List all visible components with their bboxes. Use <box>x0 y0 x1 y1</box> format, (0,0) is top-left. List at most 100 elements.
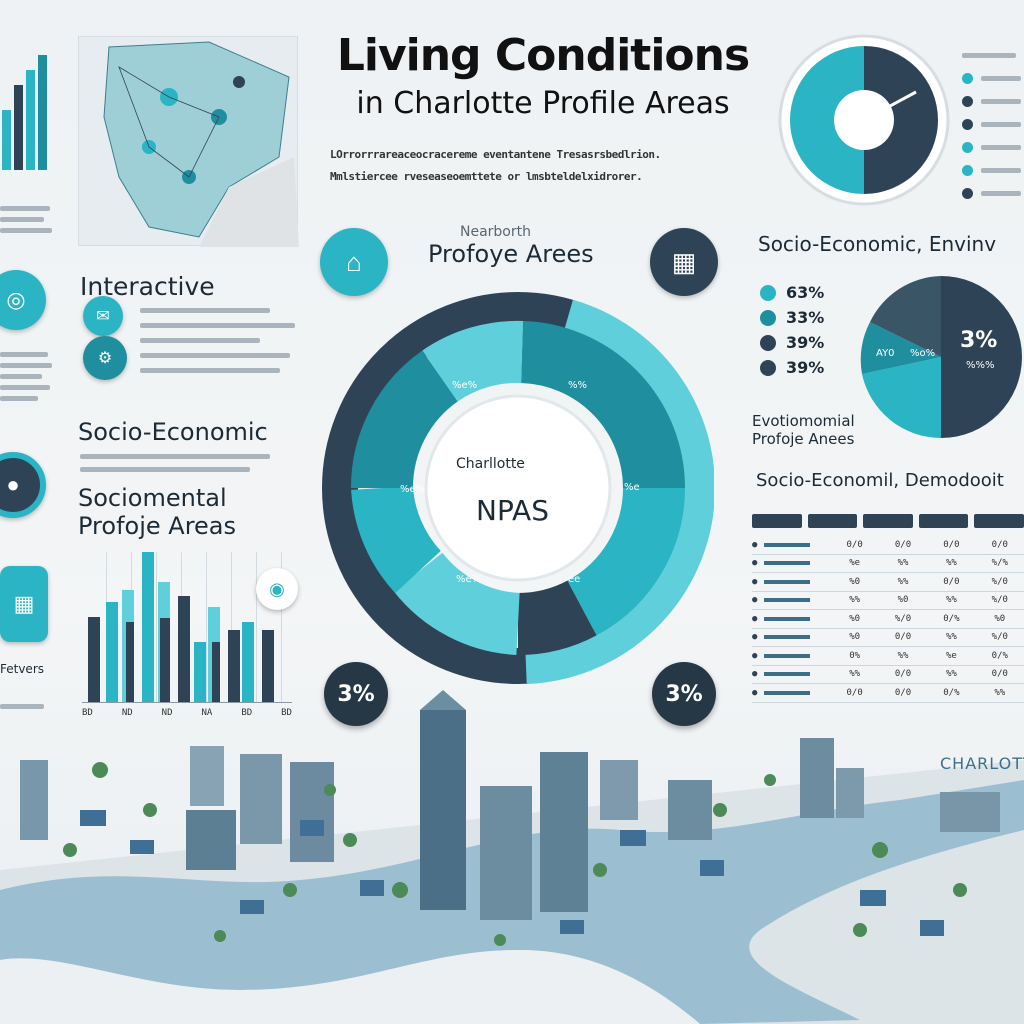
row-bullet-icon: ● <box>752 650 758 661</box>
table-cell: 0/0 <box>943 539 960 550</box>
row-bullet-icon: ● <box>752 576 758 587</box>
sociomental-heading-line1: Sociomental <box>78 484 227 512</box>
ring-segment-label: %e% <box>400 484 426 495</box>
ring-segment-label: ee <box>568 574 581 585</box>
chart-bars <box>82 552 292 702</box>
left-bar-chart: BD ND ND NA BD BD <box>82 552 292 726</box>
map-panel[interactable] <box>78 36 299 247</box>
legend-value: 63% <box>786 283 825 302</box>
left-target-icon[interactable]: ● <box>0 452 46 518</box>
table-cell: %0 <box>897 595 909 606</box>
top-right-legend <box>962 44 1024 205</box>
top-right-donut <box>778 34 950 206</box>
table-cell: 0/% <box>991 650 1008 661</box>
x-tick-label: NA <box>201 708 213 718</box>
x-tick-label: ND <box>161 708 173 718</box>
building-icon[interactable]: ▦ <box>650 228 718 296</box>
table-cell: 0/0 <box>894 687 912 698</box>
table-cell: %% <box>994 687 1006 698</box>
interactive-text-lines <box>140 308 300 373</box>
ring-segment-label: %e% <box>456 574 482 585</box>
x-tick-label: BD <box>82 708 93 718</box>
chart-bar <box>88 617 100 702</box>
left-side-label: Fetvers <box>0 662 45 676</box>
table-cell: 0/0 <box>894 669 912 680</box>
percent-badge-right: 3% <box>652 662 716 726</box>
table-cell: %e <box>849 558 861 569</box>
table-row: ● 0/0 0/0 0/%%% <box>752 684 1024 703</box>
city-label: CHARLOTT <box>940 754 1024 773</box>
row-bullet-icon: ● <box>752 539 758 550</box>
table-row: ● %0%% 0/0 %/0 <box>752 573 1024 592</box>
table-cell: %0 <box>849 576 861 587</box>
table-cell: 0% <box>849 650 861 661</box>
row-bar <box>763 579 811 584</box>
ring-segment-label: %e% <box>452 380 478 391</box>
x-tick-label: ND <box>121 708 133 718</box>
legend-value: 33% <box>786 308 825 327</box>
interactive-icon-1[interactable]: ✉ <box>83 296 123 336</box>
row-bar <box>763 542 811 547</box>
left-globe-icon[interactable]: ◎ <box>0 270 46 330</box>
chart-bar <box>160 618 170 702</box>
table-row: ● %0 0/0%% %/0 <box>752 629 1024 647</box>
row-bar <box>763 561 811 566</box>
table-cell: %0 <box>994 613 1006 624</box>
percent-badge-left: 3% <box>324 662 388 726</box>
table-cell: %% <box>849 669 861 680</box>
table-cell: 0/0 <box>846 687 863 698</box>
home-icon[interactable]: ⌂ <box>320 228 388 296</box>
city-illustration <box>0 690 1024 1024</box>
chart-bar <box>228 630 240 702</box>
table-cell: %/% <box>991 558 1008 569</box>
row-bullet-icon: ● <box>752 669 758 680</box>
table-cell: %% <box>897 558 909 569</box>
table-cell: %0 <box>849 632 861 643</box>
table-cell: %e <box>945 650 957 661</box>
camera-icon[interactable]: ◉ <box>256 568 298 610</box>
table-cell: 0/0 <box>991 539 1008 550</box>
table-cell: %% <box>897 576 909 587</box>
mini-chart-caption <box>0 206 54 233</box>
pie-small-label: AY0 <box>876 348 895 359</box>
table-cell: %% <box>897 650 909 661</box>
table-cell: %% <box>945 558 957 569</box>
row-bar <box>763 672 811 677</box>
left-grid-icon[interactable]: ▦ <box>0 566 48 642</box>
table-cell: %% <box>945 669 957 680</box>
chart-x-axis <box>82 702 292 703</box>
sociomental-heading-line2: Profoje Areas <box>78 512 237 540</box>
demographic-heading: Socio-Economil, Demodooit <box>756 470 1004 491</box>
chart-bar <box>212 642 220 702</box>
table-cell: 0/0 <box>991 669 1008 680</box>
row-bar <box>763 635 811 640</box>
center-label-line1: Charllotte <box>456 456 525 472</box>
environmental-heading-line1: Evotiomomial <box>752 412 855 430</box>
x-tick-label: BD <box>241 708 253 718</box>
row-bullet-icon: ● <box>752 558 758 569</box>
page-title: Living Conditions <box>336 30 750 81</box>
table-cell: %/0 <box>991 632 1008 643</box>
table-cell: %% <box>945 595 957 606</box>
row-bullet-icon: ● <box>752 613 758 624</box>
pie-main-label: 3% <box>960 328 998 353</box>
chart-bar <box>106 602 118 702</box>
mini-bar <box>14 85 23 170</box>
right-socio-heading: Socio-Economic, Envinv <box>758 232 997 256</box>
table-cell: 0/0 <box>894 632 912 643</box>
map-graphic <box>103 41 299 247</box>
ring-segment-label: %% <box>568 380 588 391</box>
chart-bar <box>262 630 274 702</box>
mini-bar <box>2 110 11 170</box>
interactive-icon-2[interactable]: ⚙ <box>83 336 127 380</box>
table-row: ●%% %0%% %/0 <box>752 592 1024 610</box>
ring-segment-label: %e <box>624 482 640 493</box>
row-bar <box>763 598 811 603</box>
legend-value: 39% <box>786 358 825 377</box>
table-cell: 0/0 <box>846 539 863 550</box>
chart-bar <box>242 622 254 702</box>
table-cell: 0/% <box>943 687 960 698</box>
right-legend: 63% 33% 39% 39% <box>760 280 824 380</box>
chart-x-labels: BD ND ND NA BD BD <box>82 708 292 718</box>
mini-bar <box>26 70 35 170</box>
